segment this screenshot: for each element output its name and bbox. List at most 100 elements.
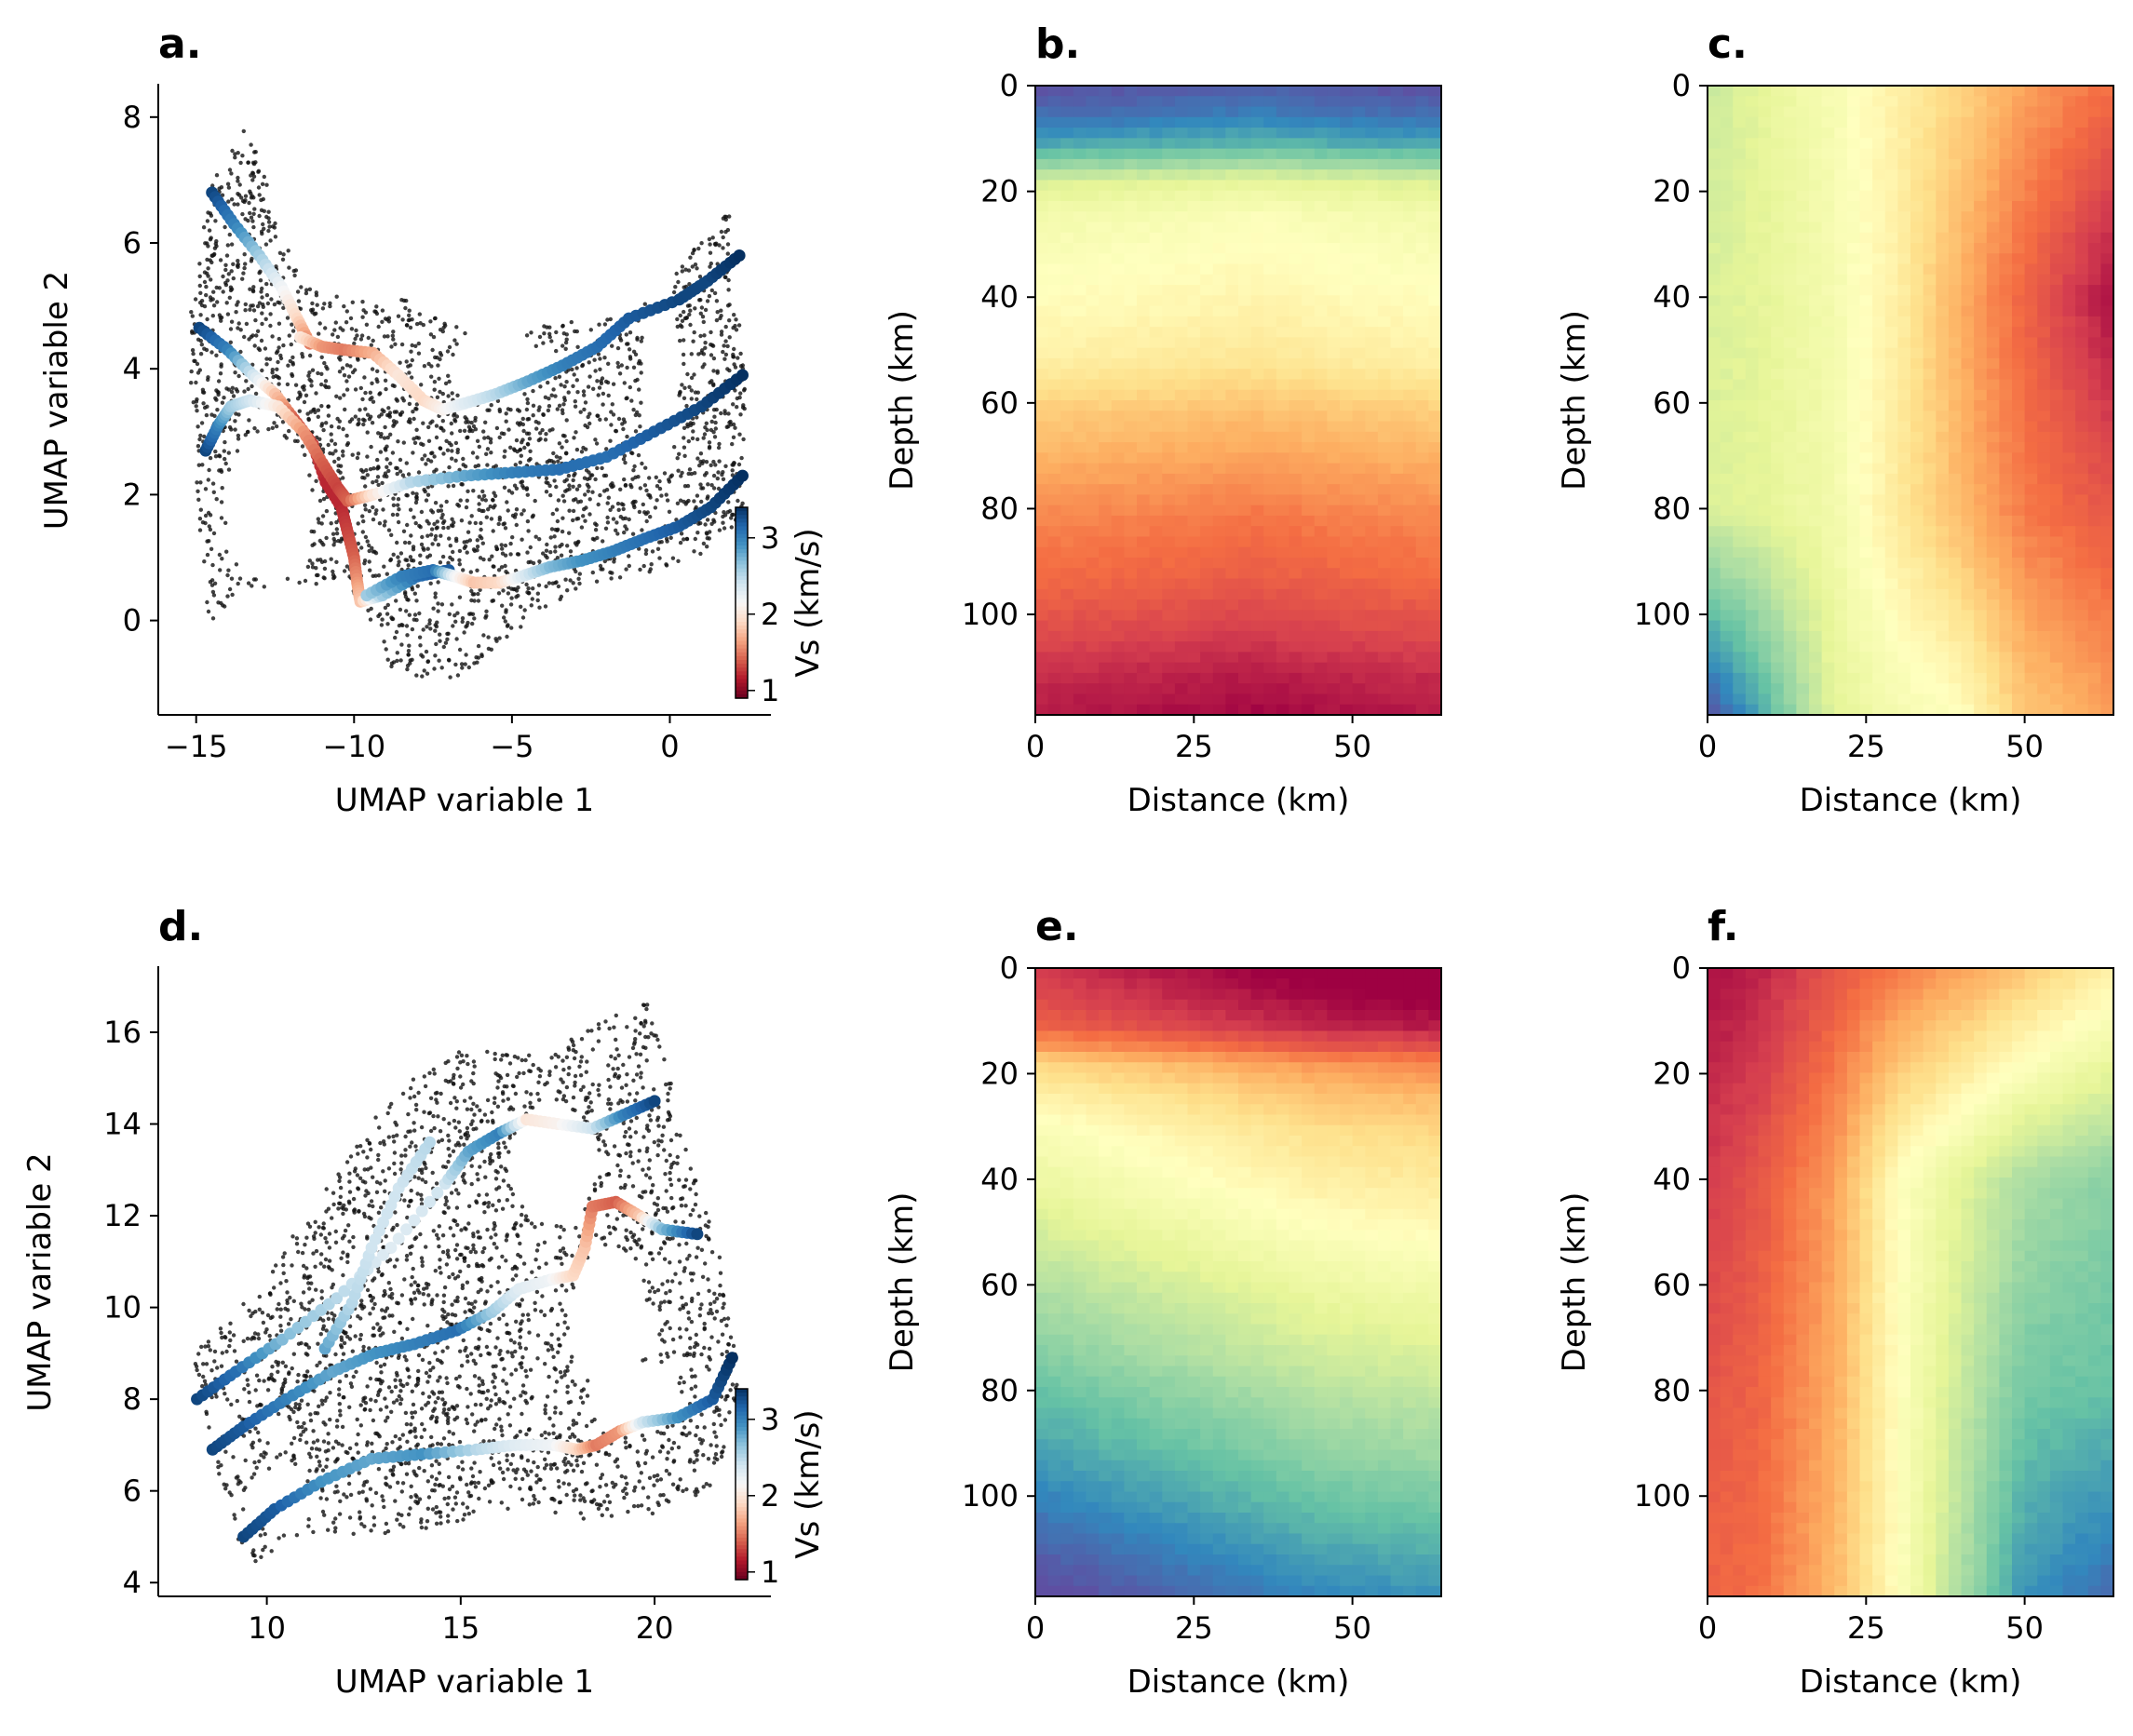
heatmap-cell xyxy=(1099,369,1113,381)
background-point xyxy=(560,343,565,348)
background-point xyxy=(678,313,682,318)
colorbar-segment xyxy=(736,537,748,543)
background-point xyxy=(407,370,412,375)
colorbar-segment xyxy=(736,637,748,642)
background-point xyxy=(591,386,596,391)
background-point xyxy=(491,498,495,503)
heatmap-cell xyxy=(1035,211,1049,223)
background-point xyxy=(275,367,279,371)
heatmap-cell xyxy=(1365,180,1379,192)
heatmap-cell xyxy=(1047,96,1061,108)
heatmap-cell xyxy=(1200,305,1214,317)
heatmap-cell xyxy=(1289,683,1303,695)
heatmap-cell xyxy=(1124,452,1138,464)
background-point xyxy=(553,394,558,398)
heatmap-cell xyxy=(1111,588,1125,600)
heatmap-cell xyxy=(1327,106,1341,118)
background-point xyxy=(341,426,345,432)
heatmap-cell xyxy=(1225,158,1239,170)
background-point xyxy=(496,521,501,527)
background-point xyxy=(206,266,210,271)
heatmap-cell xyxy=(1124,327,1138,338)
heatmap-cell xyxy=(1099,400,1113,411)
background-point xyxy=(537,559,542,564)
background-point xyxy=(366,608,371,612)
heatmap-cell xyxy=(1212,505,1226,517)
background-point xyxy=(477,444,481,450)
background-point xyxy=(406,649,412,653)
heatmap-cell xyxy=(1327,379,1341,391)
background-point xyxy=(457,558,462,562)
heatmap-cell xyxy=(1187,243,1201,254)
heatmap-cell xyxy=(1302,683,1316,695)
background-point xyxy=(479,653,484,657)
heatmap-cell xyxy=(1225,494,1239,506)
heatmap-cell xyxy=(1149,652,1163,664)
background-point xyxy=(683,267,688,272)
background-point xyxy=(497,409,503,414)
background-point xyxy=(623,460,628,465)
background-point xyxy=(502,454,506,459)
background-point xyxy=(335,416,340,422)
heatmap-cell xyxy=(1327,610,1341,622)
background-point xyxy=(371,517,376,522)
background-point xyxy=(414,599,419,603)
heatmap-cell xyxy=(1137,190,1151,202)
background-point xyxy=(628,384,632,390)
heatmap-cell xyxy=(1124,505,1138,517)
background-point xyxy=(615,345,621,351)
heatmap-cell xyxy=(1403,558,1417,569)
background-point xyxy=(372,309,377,314)
background-point xyxy=(212,581,218,585)
heatmap-cell xyxy=(1302,180,1316,192)
background-point xyxy=(590,570,595,575)
heatmap-cell xyxy=(1225,316,1239,328)
heatmap-cell xyxy=(1212,410,1226,423)
heatmap-cell xyxy=(1238,641,1252,653)
heatmap-cell xyxy=(1340,96,1354,108)
heatmap-cell xyxy=(1365,652,1379,664)
heatmap-cell xyxy=(1377,243,1392,254)
heatmap-cell xyxy=(1162,431,1176,443)
heatmap-cell xyxy=(1124,558,1138,569)
heatmap-cell xyxy=(1073,305,1087,317)
heatmap-cell xyxy=(1200,232,1214,244)
heatmap-cell xyxy=(1238,148,1252,160)
heatmap-cell xyxy=(1352,253,1366,265)
heatmap-cell xyxy=(1276,274,1290,286)
heatmap-cell xyxy=(1390,610,1404,622)
heatmap-cell xyxy=(1340,158,1354,170)
heatmap-cell xyxy=(1162,253,1176,265)
heatmap-cell xyxy=(1352,463,1366,475)
background-point xyxy=(573,329,577,334)
background-point xyxy=(363,507,368,512)
background-point xyxy=(599,381,604,385)
background-point xyxy=(711,430,716,435)
heatmap-cell xyxy=(1086,526,1100,538)
background-point xyxy=(413,520,418,526)
background-point xyxy=(418,553,423,558)
background-point xyxy=(672,445,677,450)
background-point xyxy=(251,224,256,230)
heatmap-cell xyxy=(1415,620,1429,632)
background-point xyxy=(577,572,582,576)
heatmap-cell xyxy=(1035,263,1049,276)
heatmap-cell xyxy=(1250,86,1264,97)
heatmap-cell xyxy=(1314,526,1328,538)
background-point xyxy=(433,595,438,599)
background-point xyxy=(462,630,466,635)
background-point xyxy=(360,514,365,518)
heatmap-cell xyxy=(1149,610,1163,622)
heatmap-cell xyxy=(1276,222,1290,234)
heatmap-cell xyxy=(1250,463,1264,475)
heatmap-cell xyxy=(1111,316,1125,328)
background-point xyxy=(541,551,546,556)
heatmap-cell xyxy=(1137,337,1151,349)
background-point xyxy=(270,334,275,339)
heatmap-cell xyxy=(1099,211,1113,223)
heatmap-cell xyxy=(1162,106,1176,118)
background-point xyxy=(564,418,569,423)
heatmap-cell xyxy=(1149,558,1163,569)
heatmap-cell xyxy=(1276,641,1290,653)
background-point xyxy=(425,457,431,463)
